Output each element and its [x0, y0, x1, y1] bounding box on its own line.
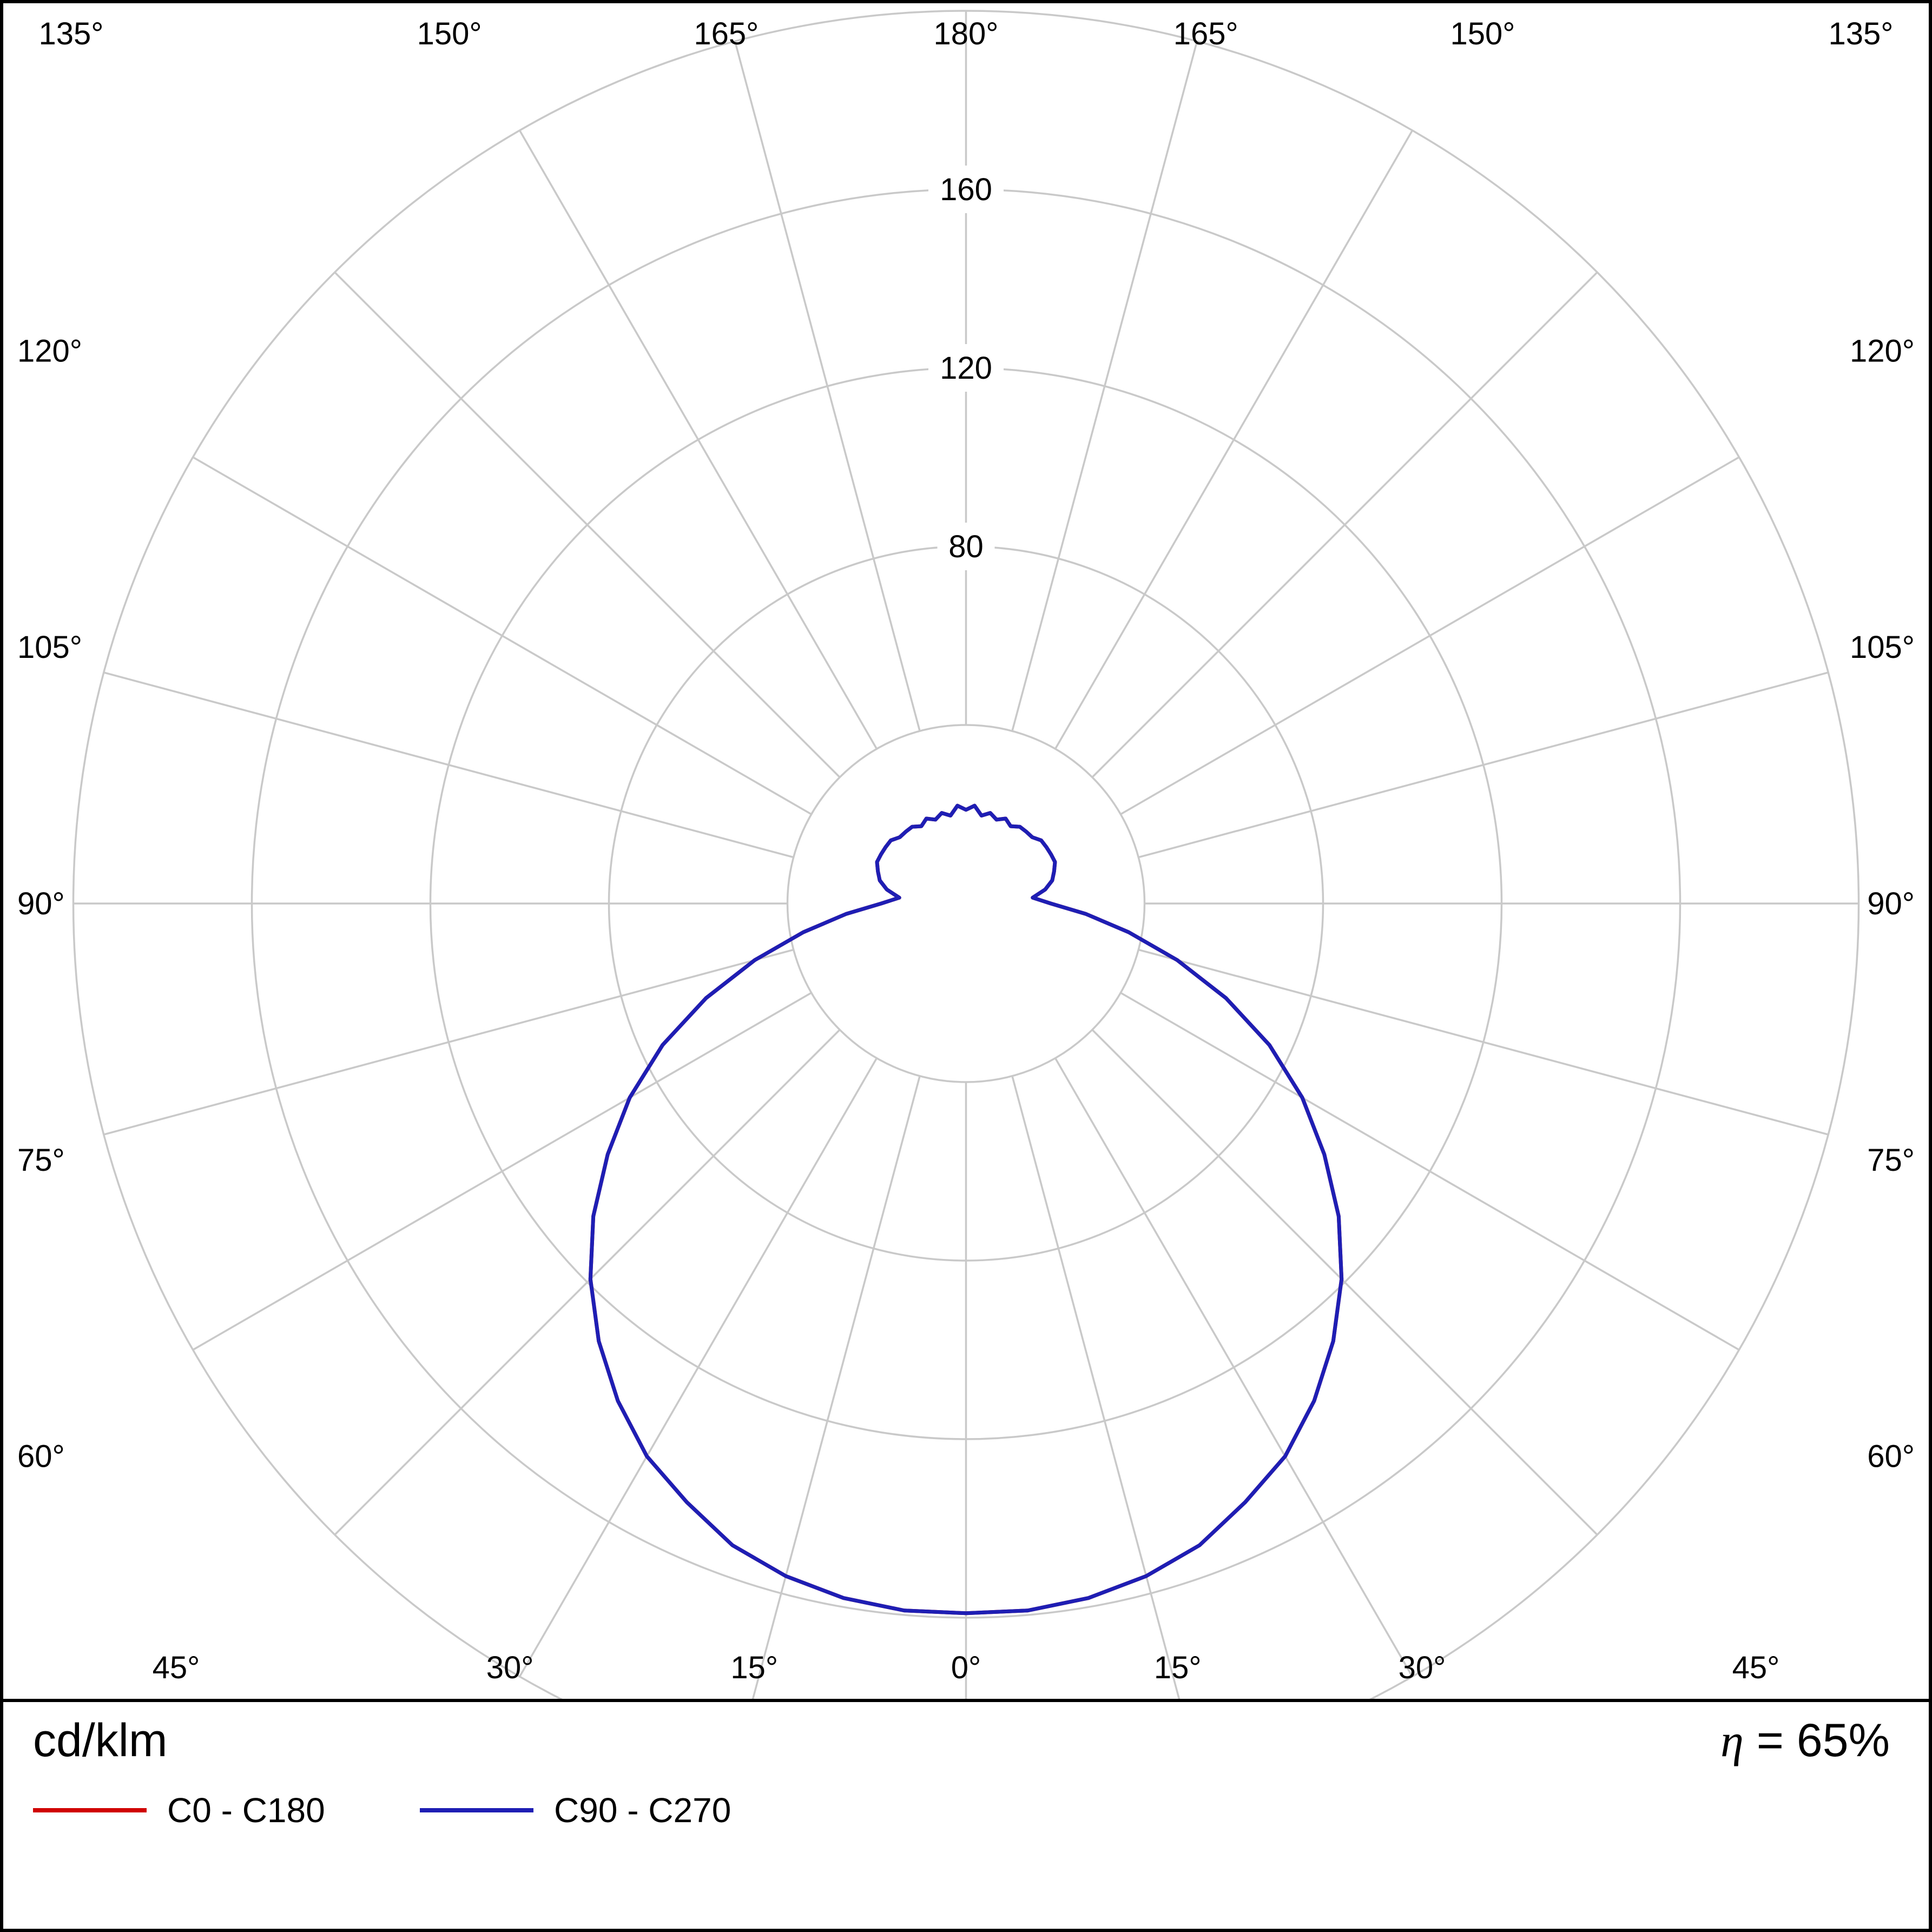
angle-label: 150° — [417, 16, 482, 51]
polar-chart: 0° 15° 15° 30° 30° 45° 45° 60° 60° 75° 75° 90° 90° 10… — [17, 10, 1915, 1699]
radial-value-label: 120 — [940, 351, 992, 386]
grid-radial-line — [1011, 1076, 1181, 1699]
grid-radial-line — [103, 671, 794, 859]
series-curve-c90-c270 — [588, 803, 1344, 1616]
angle-label: 30° — [486, 1650, 534, 1685]
efficiency-label: η = 65% — [1720, 1717, 1890, 1764]
angle-label: 180° — [934, 16, 999, 51]
grid-radial-line — [751, 1076, 921, 1699]
angle-label: 135° — [39, 16, 104, 51]
grid-radial-line — [518, 130, 878, 750]
radial-label-backplate — [928, 166, 1004, 213]
angle-label: 30° — [1399, 1650, 1446, 1685]
grid-radial-line — [1120, 992, 1740, 1351]
angle-label: 105° — [17, 630, 82, 665]
grid-radial-line — [1054, 130, 1414, 750]
radial-value-label: 160 — [940, 172, 992, 207]
angle-label: 120° — [17, 333, 82, 368]
grid-radial-line — [1091, 272, 1598, 778]
angle-label: 120° — [1850, 333, 1915, 368]
grid-radial-line — [334, 272, 841, 778]
radial-label-backplate — [928, 344, 1004, 392]
eta-symbol: η — [1720, 1715, 1744, 1766]
angle-label: 105° — [1850, 630, 1915, 665]
angle-label: 0° — [951, 1650, 981, 1685]
angle-label: 75° — [1867, 1143, 1915, 1178]
legend-line-red-icon — [33, 1808, 147, 1812]
angle-label: 45° — [1732, 1650, 1780, 1685]
grid-radial-line — [1091, 1029, 1598, 1535]
angle-label: 60° — [1867, 1439, 1915, 1474]
grid-radial-line — [1054, 1057, 1414, 1677]
grid-radial-line — [192, 992, 812, 1351]
angle-label: 90° — [1867, 886, 1915, 921]
grid-radial-line — [518, 1057, 878, 1677]
grid-radial-line — [103, 948, 794, 1136]
legend-line-blue-icon — [420, 1808, 533, 1812]
grid-radial-line — [1011, 41, 1198, 731]
angle-label: 135° — [1829, 16, 1894, 51]
units-label: cd/klm — [33, 1715, 168, 1766]
grid-circle — [786, 724, 1146, 1083]
radial-value-label: 80 — [948, 529, 984, 564]
angle-label: 15° — [1154, 1650, 1202, 1685]
legend-item-c90-c270: C90 - C270 — [420, 1793, 731, 1828]
angle-label: 45° — [153, 1650, 200, 1685]
angle-label: 60° — [17, 1439, 65, 1474]
grid-radial-line — [192, 456, 812, 815]
grid-radial-line — [1138, 671, 1829, 859]
angle-label: 150° — [1450, 16, 1515, 51]
radial-label-backplate — [937, 523, 995, 570]
polar-chart-area: 0° 15° 15° 30° 30° 45° 45° 60° 60° 75° 75° 90° 90° 10… — [3, 3, 1929, 1702]
angle-label: 165° — [1173, 16, 1238, 51]
angle-label: 165° — [694, 16, 759, 51]
legend-label: C0 - C180 — [167, 1791, 325, 1830]
angle-label: 75° — [17, 1143, 65, 1178]
grid-radial-line — [734, 41, 921, 731]
angle-label: 15° — [730, 1650, 778, 1685]
chart-footer: cd/klm η = 65% C0 - C180 C90 - C270 — [3, 1702, 1929, 1929]
grid-radial-line — [334, 1029, 841, 1535]
eta-value: = 65% — [1756, 1715, 1890, 1766]
angle-label: 90° — [17, 886, 65, 921]
legend-label: C90 - C270 — [554, 1791, 731, 1830]
grid-radial-line — [1120, 456, 1740, 815]
grid-radial-line — [1138, 948, 1829, 1136]
legend-item-c0-c180: C0 - C180 — [33, 1793, 325, 1828]
